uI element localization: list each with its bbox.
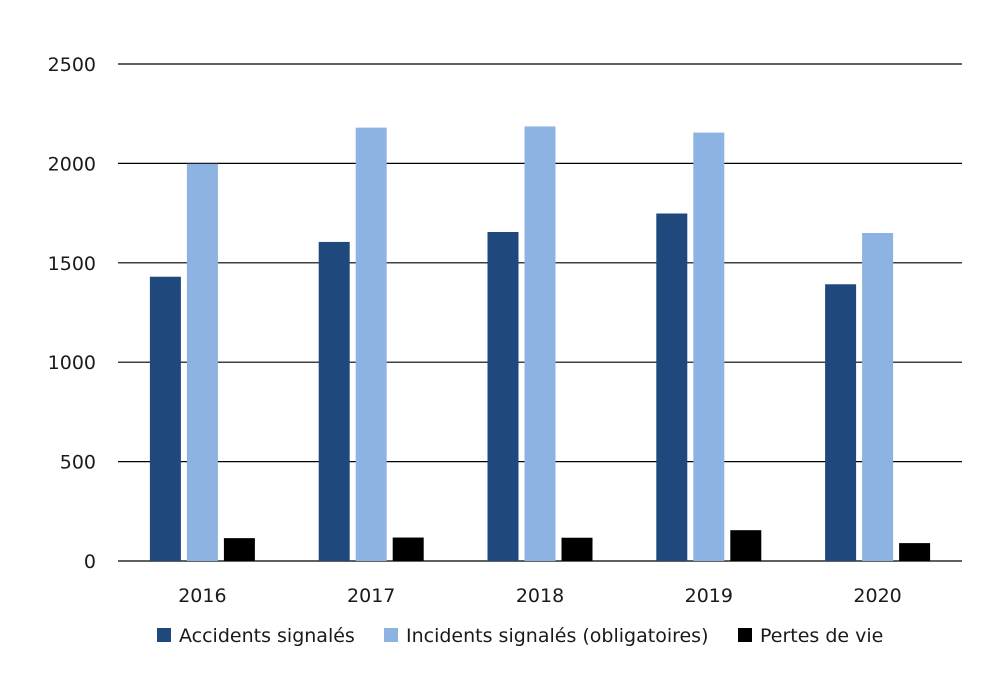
y-tick-label: 500 — [60, 452, 96, 474]
bar-2 — [186, 163, 218, 561]
legend-label: Incidents signalés (obligatoires) — [406, 625, 709, 647]
legend: Accidents signalés Incidents signalés (ob… — [157, 625, 883, 647]
y-tick-label: 0 — [84, 551, 96, 573]
bar-3 — [899, 543, 931, 561]
bar-3 — [392, 537, 424, 561]
legend-swatch — [384, 628, 398, 642]
bar-3 — [730, 530, 762, 561]
bar-3 — [561, 537, 593, 561]
bar-2 — [524, 126, 556, 561]
bars — [149, 126, 931, 562]
bar-3 — [223, 538, 255, 561]
y-tick-label: 2500 — [48, 54, 96, 76]
x-axis-tick-labels: 2016 2017 2018 2019 2020 — [178, 585, 902, 607]
legend-swatch — [738, 628, 752, 642]
x-tick-label: 2020 — [853, 585, 901, 607]
y-tick-label: 1500 — [48, 253, 96, 275]
x-tick-label: 2017 — [347, 585, 395, 607]
bar-1 — [656, 213, 688, 561]
x-tick-label: 2018 — [516, 585, 564, 607]
bar-2 — [693, 132, 725, 561]
legend-label: Pertes de vie — [760, 625, 883, 647]
y-axis-tick-labels: 0 500 1000 1500 2000 2500 — [48, 54, 96, 573]
x-tick-label: 2019 — [685, 585, 733, 607]
x-tick-label: 2016 — [178, 585, 226, 607]
bar-1 — [487, 231, 519, 561]
bar-2 — [862, 232, 894, 562]
y-tick-label: 2000 — [48, 153, 96, 175]
bar-2 — [355, 127, 387, 561]
legend-swatch — [157, 628, 171, 642]
legend-label: Accidents signalés — [179, 625, 355, 647]
bar-1 — [318, 241, 350, 561]
y-tick-label: 1000 — [48, 352, 96, 374]
bar-1 — [825, 284, 857, 561]
bar-1 — [149, 276, 181, 561]
